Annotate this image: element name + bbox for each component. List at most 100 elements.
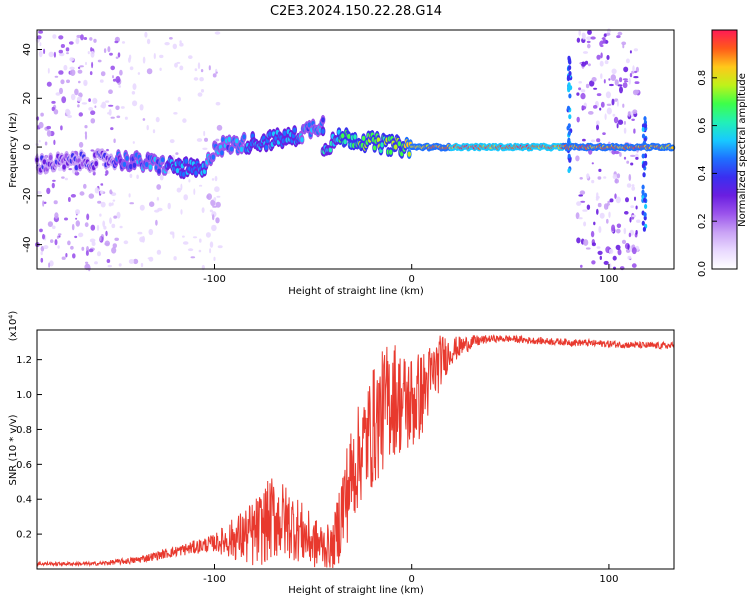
ridge-core bbox=[397, 141, 402, 147]
ridge-core bbox=[157, 168, 161, 174]
noise-speckle bbox=[137, 231, 143, 235]
noise-speckle bbox=[602, 43, 607, 46]
noise-speckle bbox=[583, 221, 587, 227]
spike-speckle bbox=[644, 160, 648, 166]
ridge-core bbox=[160, 157, 165, 163]
noise-speckle bbox=[604, 60, 609, 65]
noise-speckle bbox=[46, 125, 51, 130]
noise-speckle bbox=[612, 113, 616, 117]
noise-speckle bbox=[146, 38, 151, 45]
noise-speckle bbox=[38, 50, 43, 58]
noise-speckle bbox=[61, 256, 66, 260]
noise-speckle bbox=[215, 101, 221, 106]
noise-speckle bbox=[85, 61, 87, 66]
noise-speckle bbox=[84, 125, 88, 129]
noise-speckle bbox=[621, 41, 627, 46]
noise-speckle bbox=[593, 105, 598, 109]
spectrogram-x-label: Height of straight line (km) bbox=[288, 286, 424, 297]
noise-speckle bbox=[216, 124, 223, 131]
noise-speckle bbox=[616, 173, 621, 179]
noise-speckle bbox=[629, 217, 632, 223]
noise-speckle bbox=[196, 81, 202, 84]
noise-speckle bbox=[603, 33, 607, 38]
noise-speckle bbox=[212, 167, 216, 172]
noise-speckle bbox=[600, 52, 603, 59]
noise-speckle bbox=[614, 98, 619, 102]
noise-speckle bbox=[78, 141, 84, 148]
noise-speckle bbox=[132, 100, 138, 107]
ridge-core bbox=[321, 117, 325, 123]
x-tick-label: -100 bbox=[203, 574, 226, 585]
ridge-core bbox=[194, 170, 198, 176]
noise-speckle bbox=[576, 37, 581, 43]
noise-speckle bbox=[212, 205, 218, 208]
noise-speckle bbox=[603, 79, 606, 84]
noise-speckle bbox=[90, 149, 95, 152]
noise-speckle bbox=[582, 51, 589, 54]
noise-speckle bbox=[192, 236, 198, 239]
spike-speckle bbox=[567, 139, 571, 145]
noise-speckle bbox=[57, 245, 60, 249]
noise-speckle bbox=[123, 240, 129, 245]
noise-speckle bbox=[57, 233, 62, 236]
noise-speckle bbox=[90, 110, 96, 115]
noise-speckle bbox=[631, 118, 635, 122]
spike-speckle bbox=[641, 153, 645, 159]
noise-speckle bbox=[623, 66, 629, 73]
noise-speckle bbox=[47, 67, 50, 74]
noise-speckle bbox=[75, 209, 80, 215]
noise-speckle bbox=[136, 174, 139, 179]
noise-speckle bbox=[596, 208, 599, 215]
noise-speckle bbox=[144, 222, 148, 226]
spike-speckle bbox=[568, 93, 572, 99]
noise-speckle bbox=[87, 51, 90, 55]
noise-speckle bbox=[48, 51, 54, 58]
noise-speckle bbox=[580, 92, 586, 100]
noise-speckle bbox=[77, 66, 81, 69]
noise-speckle bbox=[88, 193, 95, 199]
noise-speckle bbox=[102, 220, 106, 228]
ridge-core bbox=[353, 134, 357, 140]
noise-speckle bbox=[54, 212, 59, 219]
noise-speckle bbox=[599, 40, 605, 48]
spike-speckle bbox=[566, 105, 571, 111]
noise-speckle bbox=[113, 215, 118, 219]
ridge-core bbox=[184, 158, 188, 164]
noise-speckle bbox=[100, 190, 104, 195]
noise-speckle bbox=[608, 205, 612, 212]
noise-speckle bbox=[116, 79, 121, 83]
ridge-core bbox=[407, 151, 412, 157]
noise-speckle bbox=[53, 51, 57, 58]
y-tick-label: 0 bbox=[22, 144, 33, 150]
noise-speckle bbox=[176, 61, 181, 64]
noise-speckle bbox=[173, 112, 178, 115]
noise-speckle bbox=[201, 207, 205, 214]
noise-speckle bbox=[616, 100, 619, 107]
noise-speckle bbox=[214, 175, 218, 182]
noise-speckle bbox=[54, 62, 58, 69]
noise-speckle bbox=[38, 121, 44, 129]
ridge-core bbox=[122, 161, 127, 167]
noise-speckle bbox=[598, 226, 602, 233]
noise-speckle bbox=[108, 89, 113, 94]
spectrogram-x-ticks: -100 0 100 bbox=[203, 264, 618, 285]
noise-speckle bbox=[589, 80, 595, 87]
noise-speckle bbox=[596, 54, 601, 60]
noise-speckle bbox=[155, 116, 160, 123]
noise-speckle bbox=[595, 197, 599, 201]
noise-speckle bbox=[578, 81, 582, 84]
noise-speckle bbox=[622, 103, 625, 108]
noise-speckle bbox=[629, 73, 633, 78]
noise-speckle bbox=[628, 77, 631, 85]
noise-speckle bbox=[169, 139, 175, 144]
noise-speckle bbox=[169, 37, 173, 40]
noise-speckle bbox=[606, 55, 610, 60]
noise-speckle bbox=[188, 179, 191, 183]
noise-speckle bbox=[215, 217, 220, 224]
noise-speckle bbox=[132, 141, 135, 144]
noise-speckle bbox=[182, 235, 185, 238]
noise-speckle bbox=[38, 30, 43, 34]
noise-speckle bbox=[180, 209, 183, 215]
noise-speckle bbox=[167, 202, 171, 210]
noise-speckle bbox=[578, 87, 582, 91]
